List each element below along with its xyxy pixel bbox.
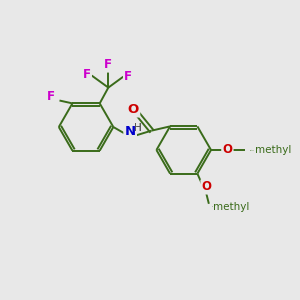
Text: F: F (47, 90, 55, 103)
Text: O: O (222, 143, 232, 157)
Text: O: O (128, 104, 139, 117)
Text: F: F (83, 68, 91, 82)
Text: O: O (222, 143, 233, 156)
Text: F: F (104, 58, 112, 71)
Text: O: O (201, 181, 211, 194)
Text: methyl: methyl (255, 145, 291, 155)
Text: F: F (123, 70, 131, 83)
Text: methyl: methyl (212, 206, 217, 207)
Text: H: H (134, 122, 142, 133)
Text: methyl: methyl (213, 202, 250, 212)
Text: O: O (202, 180, 212, 193)
Text: F: F (124, 70, 132, 83)
Text: F: F (48, 91, 56, 103)
Text: O: O (128, 103, 139, 116)
Text: F: F (104, 59, 112, 72)
Text: F: F (84, 69, 92, 82)
Text: H: H (134, 123, 142, 134)
Text: N: N (124, 126, 135, 139)
Text: N: N (124, 125, 136, 138)
Text: methyl: methyl (250, 149, 255, 151)
